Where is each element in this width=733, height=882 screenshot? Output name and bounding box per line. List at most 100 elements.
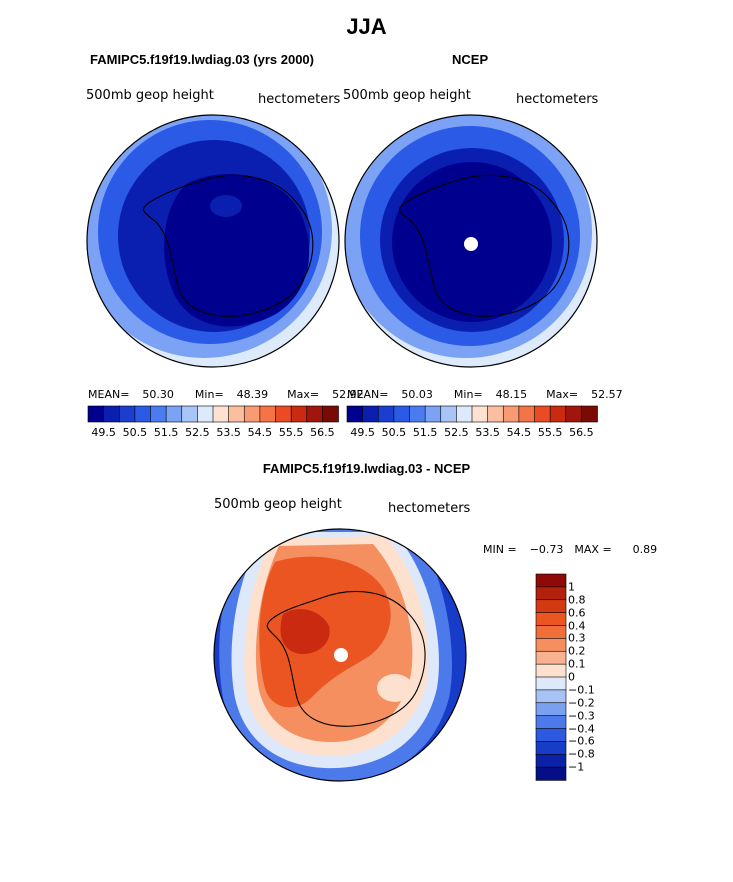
colorbar-swatch — [259, 405, 277, 423]
colorbar-swatch — [518, 405, 536, 423]
colorbar-swatch — [549, 405, 567, 423]
diff-colorbar-label: −0.3 — [568, 709, 595, 723]
model-map-coastline — [142, 174, 314, 317]
colorbar-swatch — [212, 405, 230, 423]
diff-max-label: MAX = — [574, 543, 612, 556]
diff-colorbar-swatch — [535, 689, 567, 704]
colorbar-swatch — [228, 405, 246, 423]
right-min-value: 48.15 — [495, 388, 528, 401]
diff-map-pole-marker — [334, 648, 348, 662]
colorbar-swatch — [118, 405, 136, 423]
colorbar-swatch — [134, 405, 152, 423]
left-units-label: hectometers — [258, 92, 341, 107]
left-colorbar — [87, 405, 339, 423]
colorbar-swatch — [440, 405, 458, 423]
diff-colorbar — [535, 573, 567, 781]
colorbar-swatch — [471, 405, 489, 423]
diff-colorbar-swatch — [535, 728, 567, 743]
diff-colorbar-label: −1 — [568, 760, 585, 774]
colorbar-swatch — [197, 405, 214, 423]
colorbar-tick-label: 55.5 — [278, 426, 304, 439]
diff-colorbar-swatch — [535, 650, 567, 665]
diff-map-coastline — [266, 590, 426, 727]
right-mean-value: 50.03 — [401, 388, 433, 401]
ncep-map-coastline — [398, 174, 570, 317]
colorbar-tick-label: 49.5 — [91, 426, 116, 439]
left-panel-heading: FAMIPC5.f19f19.lwdiag.03 (yrs 2000) — [90, 52, 314, 67]
diff-colorbar-label: −0.1 — [568, 683, 595, 697]
diff-min-value: −0.73 — [529, 543, 564, 556]
diff-colorbar-swatch — [535, 766, 567, 781]
diff-colorbar-label: 0.2 — [568, 644, 586, 658]
colorbar-swatch — [424, 405, 442, 423]
colorbar-swatch — [322, 405, 339, 423]
colorbar-tick-label: 52.5 — [444, 426, 469, 439]
colorbar-swatch — [377, 405, 395, 423]
colorbar-swatch — [275, 405, 292, 423]
right-units-label: hectometers — [516, 92, 599, 107]
left-min-value: 48.39 — [236, 388, 269, 401]
colorbar-swatch — [362, 405, 380, 423]
colorbar-swatch — [502, 405, 520, 423]
left-min-label: Min= — [194, 388, 224, 401]
diff-colorbar-label: 0.6 — [568, 606, 586, 620]
right-max-label: Max= — [546, 388, 579, 401]
right-max-value: 52.57 — [591, 388, 623, 401]
colorbar-tick-label: 51.5 — [153, 426, 179, 439]
colorbar-swatch — [243, 405, 261, 423]
colorbar-tick-label: 56.5 — [569, 426, 594, 439]
diff-minmax: MIN = −0.73 MAX = 0.89 — [483, 543, 657, 556]
diff-colorbar-label: 0.4 — [568, 619, 586, 632]
colorbar-swatch — [87, 405, 105, 423]
diff-colorbar-swatch — [535, 599, 567, 614]
colorbar-swatch — [409, 405, 426, 423]
colorbar-swatch — [346, 405, 364, 423]
colorbar-swatch — [306, 405, 324, 423]
right-mean-label: MEAN= — [347, 388, 389, 401]
diff-colorbar-label: 0.1 — [568, 657, 586, 671]
colorbar-tick-label: 52.5 — [185, 426, 210, 439]
colorbar-tick-label: 50.5 — [381, 426, 407, 439]
diff-colorbar-label: −0.2 — [568, 696, 595, 710]
colorbar-swatch — [393, 405, 411, 423]
colorbar-tick-label: 54.5 — [247, 426, 273, 439]
diff-colorbar-swatch — [535, 612, 567, 627]
diff-panel-heading: FAMIPC5.f19f19.lwdiag.03 - NCEP — [262, 461, 471, 476]
diff-units-label: hectometers — [388, 501, 471, 516]
left-mean-value: 50.30 — [142, 388, 174, 401]
ncep-map-pole-marker — [464, 237, 478, 251]
diff-colorbar-label: 0.3 — [568, 631, 586, 645]
diff-max-value: 0.89 — [632, 543, 658, 556]
diff-colorbar-swatch — [535, 663, 567, 678]
right-min-label: Min= — [453, 388, 483, 401]
colorbar-swatch — [565, 405, 583, 423]
diff-colorbar-swatch — [535, 573, 567, 588]
diff-variable-label: 500mb geop height — [214, 497, 342, 512]
diff-colorbar-label: 0.8 — [568, 593, 586, 607]
diff-colorbar-swatch — [535, 741, 567, 755]
model-map — [86, 114, 340, 368]
ncep-map — [344, 114, 598, 368]
colorbar-tick-label: 54.5 — [506, 426, 532, 439]
left-mean-label: MEAN= — [88, 388, 130, 401]
colorbar-tick-label: 56.5 — [310, 426, 335, 439]
diff-colorbar-label: 1 — [568, 580, 575, 594]
diff-colorbar-swatch — [535, 586, 567, 601]
colorbar-swatch — [534, 405, 551, 423]
colorbar-swatch — [165, 405, 183, 423]
colorbar-swatch — [456, 405, 473, 423]
diff-map-positive-max — [280, 609, 330, 654]
colorbar-tick-label: 53.5 — [216, 426, 241, 439]
diff-colorbar-swatch — [535, 753, 567, 768]
right-variable-label: 500mb geop height — [343, 88, 471, 103]
diff-colorbar-labels: 1 0.8 0.6 0.4 0.3 0.2 0.1 0 −0.1 −0.2 −0.3 −0.4 −0.6… — [568, 574, 628, 780]
colorbar-swatch — [103, 405, 121, 423]
diff-colorbar-label: 0 — [568, 670, 575, 684]
colorbar-swatch — [150, 405, 167, 423]
colorbar-tick-label: 55.5 — [537, 426, 563, 439]
model-map-inner-ridge — [210, 195, 242, 217]
diff-colorbar-swatch — [535, 638, 567, 652]
diff-colorbar-swatch — [535, 715, 567, 730]
diff-colorbar-swatch — [535, 676, 567, 691]
ncep-map-boundary — [344, 114, 598, 368]
